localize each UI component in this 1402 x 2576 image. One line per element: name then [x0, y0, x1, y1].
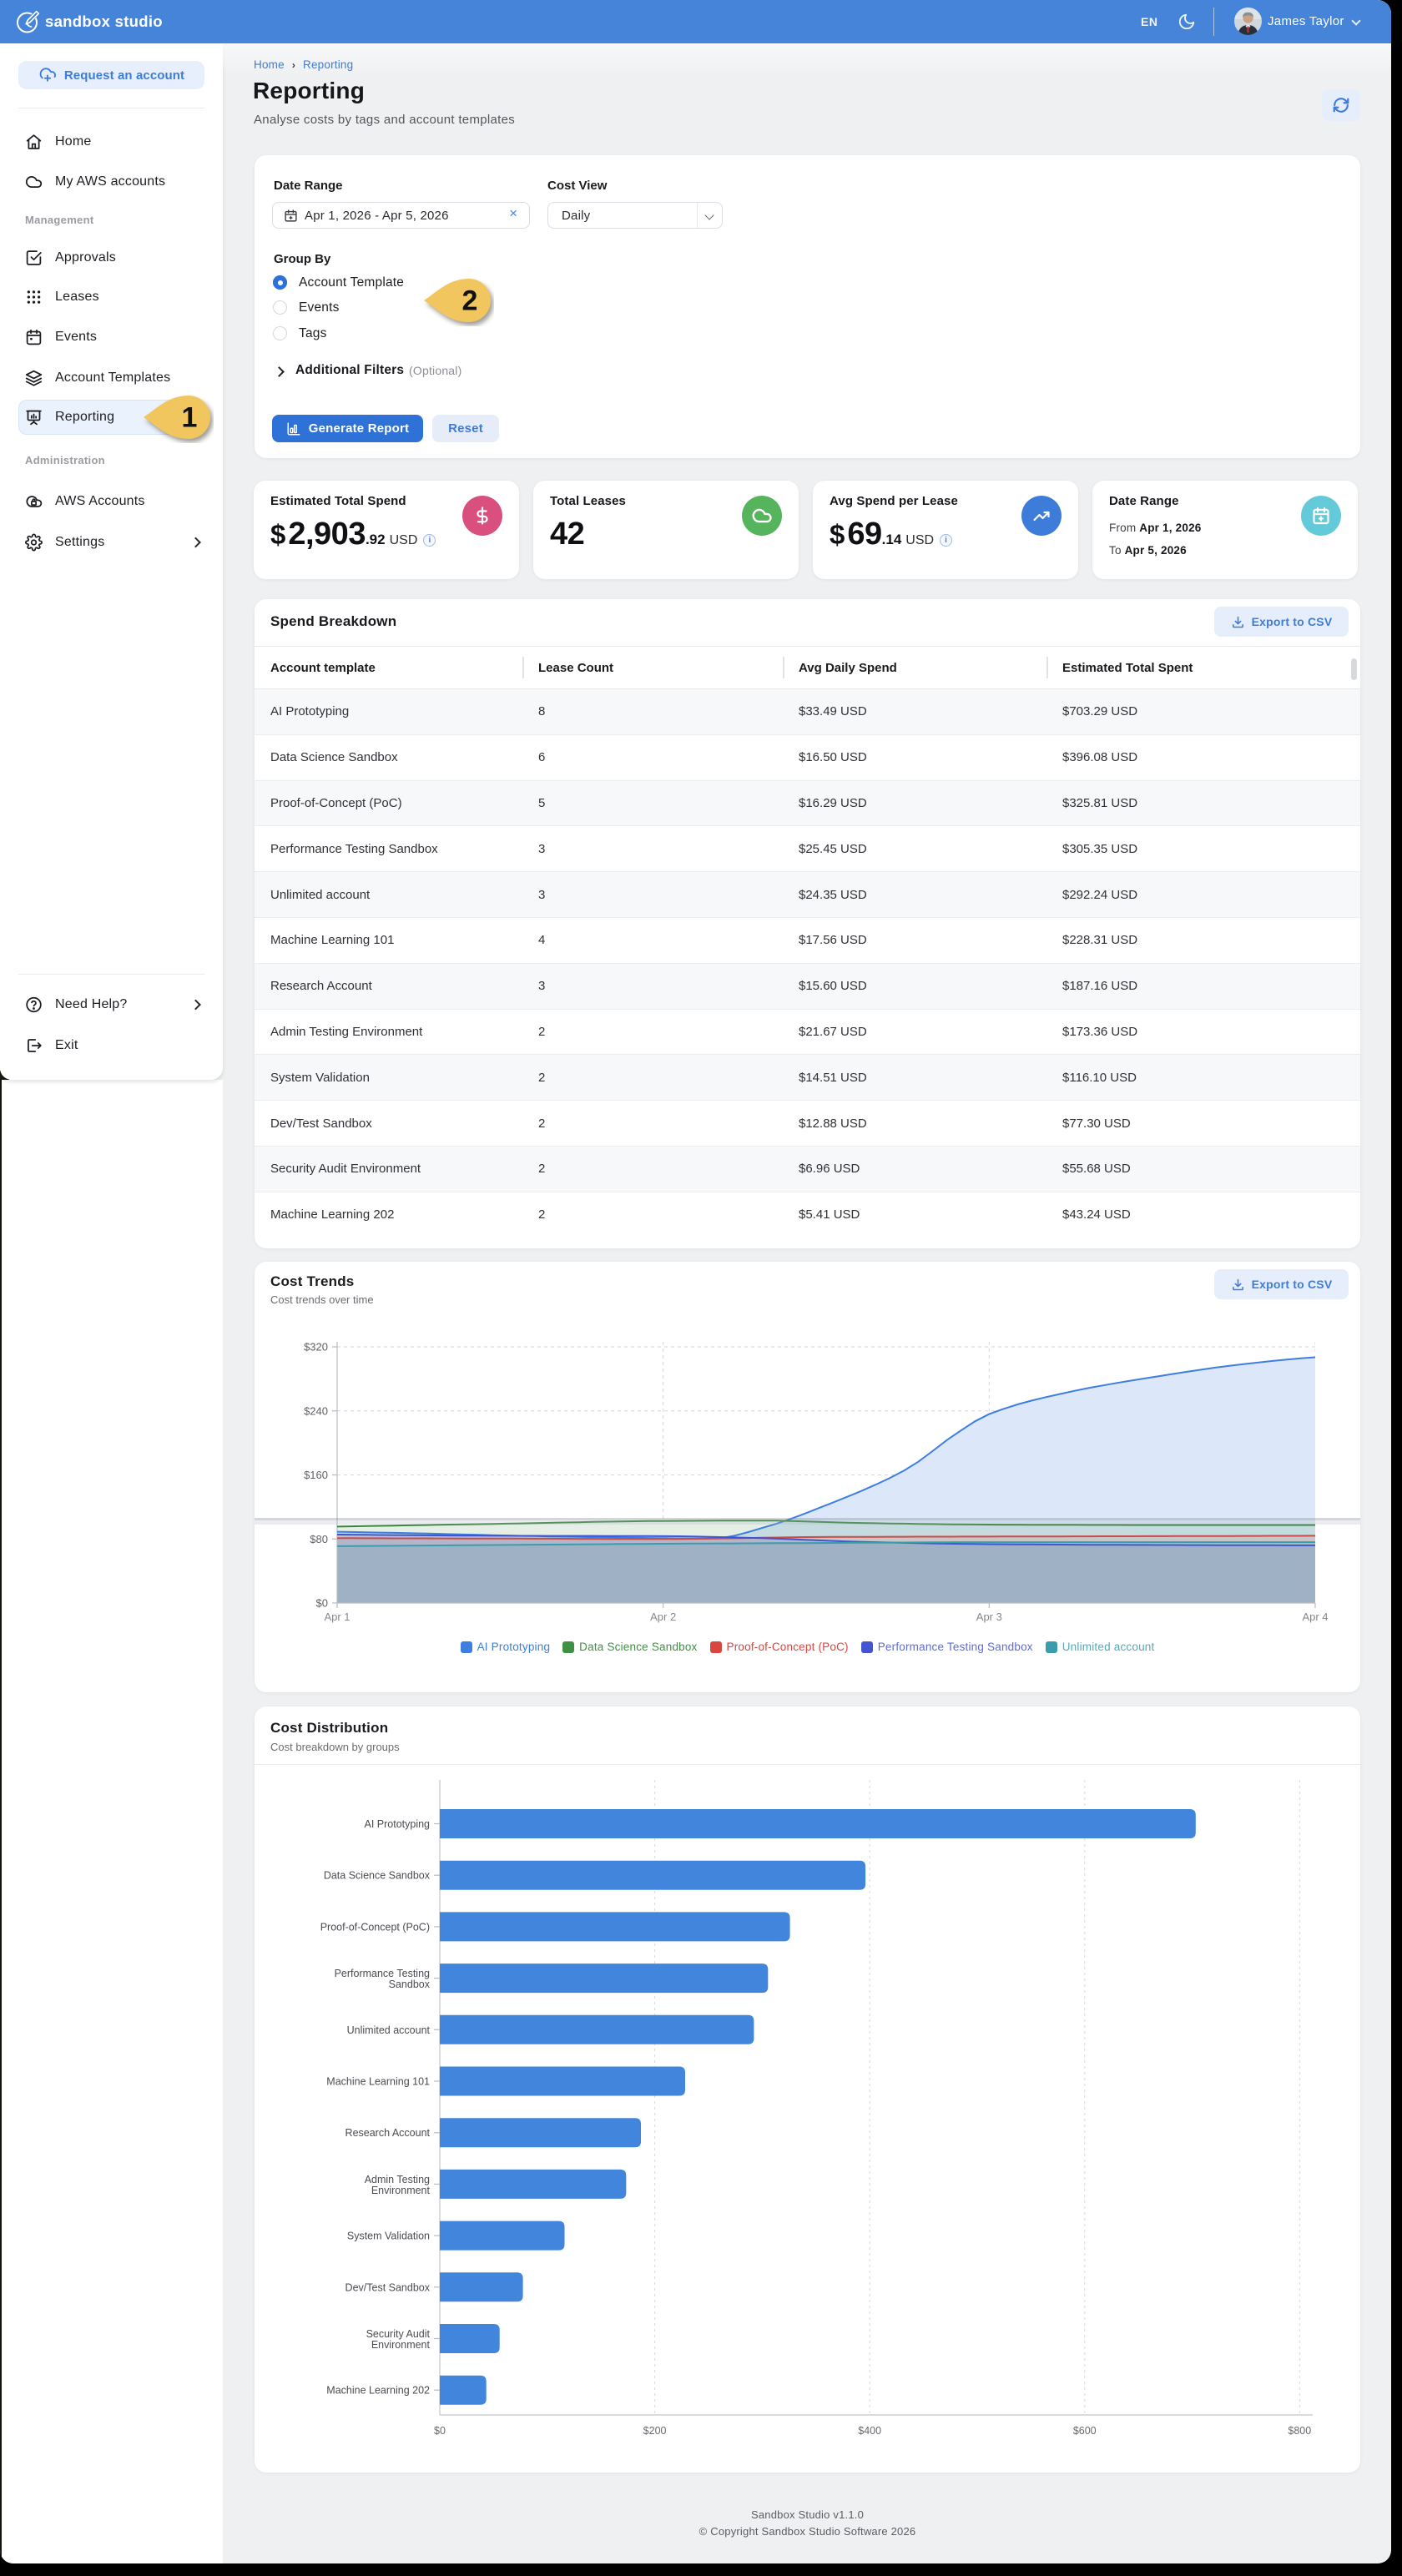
svg-text:Admin Testing: Admin Testing [365, 2174, 430, 2185]
svg-text:Apr 4: Apr 4 [1302, 1611, 1328, 1623]
svg-text:Security Audit: Security Audit [366, 2328, 431, 2340]
svg-text:2: 2 [462, 285, 478, 317]
svg-text:Machine Learning 202: Machine Learning 202 [326, 2385, 430, 2397]
svg-text:$80: $80 [310, 1533, 328, 1545]
svg-text:AI Prototyping: AI Prototyping [364, 1818, 430, 1830]
svg-text:Machine Learning 101: Machine Learning 101 [326, 2076, 430, 2088]
svg-text:Apr 3: Apr 3 [976, 1611, 1002, 1623]
svg-text:$200: $200 [643, 2425, 667, 2437]
svg-text:$160: $160 [304, 1469, 328, 1481]
svg-text:System Validation: System Validation [347, 2231, 430, 2242]
svg-text:Research Account: Research Account [345, 2127, 431, 2139]
svg-text:Sandbox: Sandbox [389, 1979, 431, 1990]
svg-text:$320: $320 [304, 1341, 328, 1354]
svg-text:Proof-of-Concept (PoC): Proof-of-Concept (PoC) [320, 1921, 430, 1933]
svg-text:Data Science Sandbox: Data Science Sandbox [324, 1870, 431, 1882]
svg-text:Unlimited account: Unlimited account [347, 2024, 431, 2036]
svg-text:Performance Testing: Performance Testing [335, 1968, 430, 1979]
svg-text:Environment: Environment [371, 2339, 431, 2351]
svg-text:$800: $800 [1288, 2425, 1311, 2437]
svg-text:1: 1 [182, 402, 198, 434]
svg-text:Apr 2: Apr 2 [650, 1611, 676, 1623]
svg-text:$0: $0 [434, 2425, 446, 2437]
svg-text:$0: $0 [316, 1597, 328, 1610]
svg-text:$600: $600 [1073, 2425, 1097, 2437]
svg-text:$400: $400 [858, 2425, 881, 2437]
svg-text:Environment: Environment [371, 2185, 431, 2196]
svg-text:Dev/Test Sandbox: Dev/Test Sandbox [345, 2281, 431, 2293]
svg-text:$240: $240 [304, 1404, 328, 1417]
svg-text:Apr 1: Apr 1 [324, 1611, 350, 1623]
